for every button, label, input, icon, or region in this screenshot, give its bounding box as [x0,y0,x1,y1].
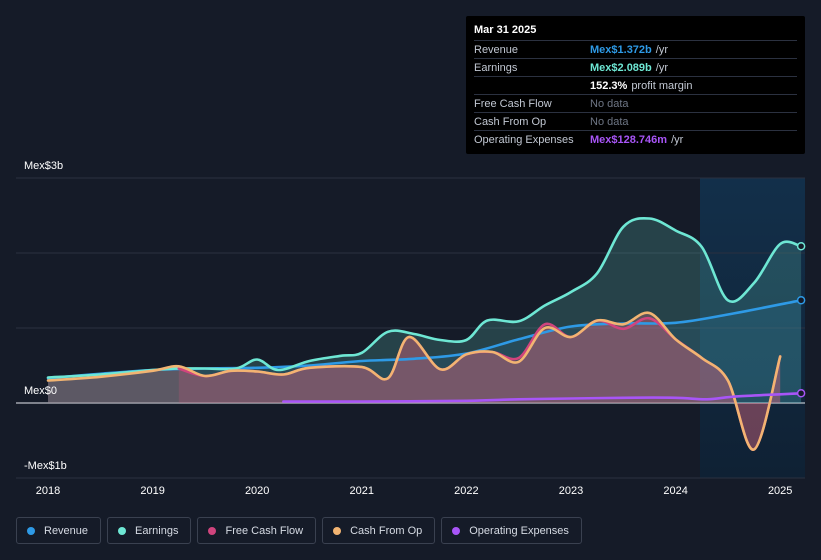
legend-label: Revenue [44,524,89,537]
tooltip-row: Earnings Mex$2.089b/yr [474,58,797,76]
tooltip-row-value: Mex$1.372b [590,43,652,56]
tooltip-row-suffix: profit margin [631,79,693,92]
x-tick-2018: 2018 [35,485,61,497]
earnings-endpoint [796,242,806,251]
legend-dot-icon [452,526,461,535]
legend-dot-icon [27,526,35,535]
y-label-top: Mex$3b [24,160,64,172]
x-tick-2019: 2019 [140,485,165,497]
legend-item-earnings[interactable]: Earnings [107,517,192,544]
legend-dot-icon [118,526,127,535]
legend-dot-icon [333,526,342,535]
tooltip-row: Free Cash Flow No data [474,94,797,112]
legend-label: Free Cash Flow [225,524,304,537]
tooltip-row-value: Mex$128.746m [590,133,668,146]
tooltip-row: Cash From Op No data [474,112,797,130]
legend: Revenue Earnings Free Cash Flow Cash From O… [16,517,582,544]
earnings-line [46,216,803,379]
series-endpoints [796,242,806,398]
cash-from-op-area [48,312,781,450]
cash-from-op-line [46,311,782,451]
legend-dot-icon [208,526,217,535]
tooltip-row: Operating Expenses Mex$128.746m/yr [474,130,797,148]
tooltip-date: Mar 31 2025 [474,24,537,36]
x-tick-2021: 2021 [349,485,375,497]
tooltip-row-value: Mex$2.089b [590,61,652,74]
tooltip-row-label: Revenue [474,43,519,56]
x-tick-2025: 2025 [767,485,793,497]
free-cash-flow-area [178,318,781,450]
tooltip-row-label: Cash From Op [474,115,547,128]
operating-expenses-line [282,392,803,403]
grid-lines [16,177,805,479]
x-tick-2023: 2023 [558,485,584,497]
legend-item-free-cash-flow[interactable]: Free Cash Flow [197,517,317,544]
series-lines [46,216,803,451]
tooltip-row-label: Operating Expenses [474,133,574,146]
x-tick-2020: 2020 [244,485,270,497]
y-label-bottom: -Mex$1b [24,460,67,472]
legend-item-cash-from-op[interactable]: Cash From Op [322,517,436,544]
tooltip-row-label: Earnings [474,61,518,74]
tooltip-row-suffix: /yr [655,43,668,56]
tooltip-row-suffix: /yr [655,61,668,74]
revenue-endpoint [796,296,806,305]
tooltip-row-value: No data [590,97,629,110]
legend-item-operating-expenses[interactable]: Operating Expenses [441,517,582,544]
earnings-area [48,218,802,403]
x-tick-2024: 2024 [663,485,688,497]
tooltip-row: 152.3% profit margin [474,76,797,94]
x-tick-2022: 2022 [454,485,479,497]
y-label-zero: Mex$0 [24,385,58,397]
legend-label: Operating Expenses [469,524,569,537]
tooltip-row-value: No data [590,115,629,128]
operating-expenses-endpoint [796,389,806,398]
tooltip-row: Revenue Mex$1.372b/yr [474,40,797,58]
legend-item-revenue[interactable]: Revenue [16,517,102,544]
legend-label: Cash From Op [350,524,423,537]
tooltip: Mar 31 2025 Revenue Mex$1.372b/yr Earnings… [466,16,805,154]
tooltip-row-value: 152.3% [590,79,628,92]
tooltip-row-suffix: /yr [671,133,684,146]
tooltip-row-label: Free Cash Flow [474,97,552,110]
legend-label: Earnings [135,524,179,537]
